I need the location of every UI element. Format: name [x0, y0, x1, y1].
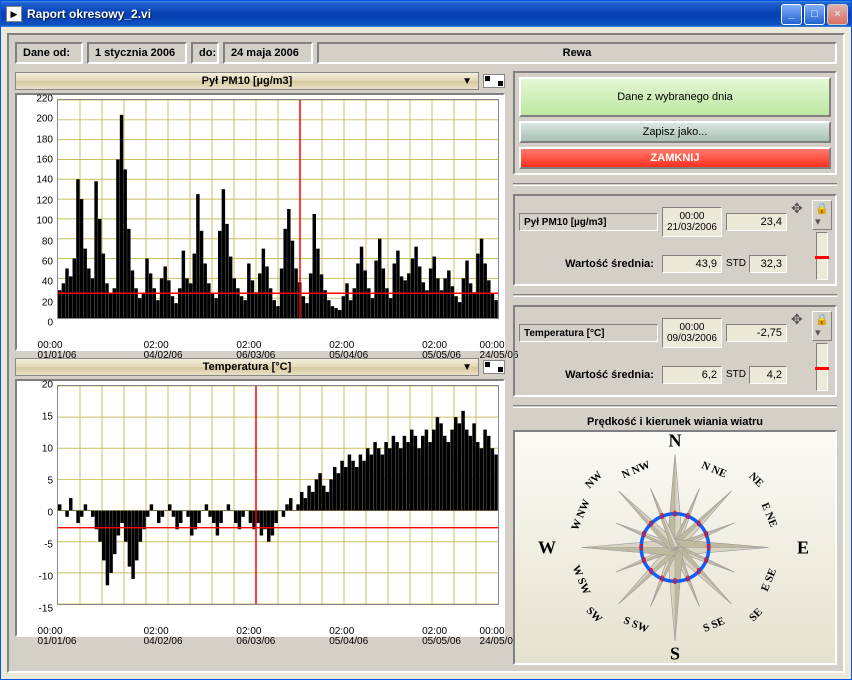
app-icon: ▶ — [6, 6, 22, 22]
svg-text:0: 0 — [704, 556, 709, 565]
svg-text:0: 0 — [673, 509, 678, 518]
svg-text:0: 0 — [697, 567, 702, 576]
to-value: 24 maja 2006 — [223, 42, 313, 64]
readout2-value: -2,75 — [726, 324, 787, 342]
chart1-palette-icon[interactable] — [483, 74, 505, 88]
to-label: do: — [191, 42, 219, 64]
button-group: Dane z wybranego dnia Zapisz jako... ZAM… — [513, 71, 837, 175]
avg-label: Wartość średnia: — [519, 369, 658, 381]
svg-text:0: 0 — [707, 543, 712, 552]
svg-text:0: 0 — [649, 567, 654, 576]
readout1-value: 23,4 — [726, 213, 787, 231]
location-field: Rewa — [317, 42, 837, 64]
readout2-name: Temperatura [°C] — [519, 324, 658, 342]
svg-text:0: 0 — [673, 577, 678, 586]
close-button[interactable]: × — [827, 4, 848, 25]
svg-text:0: 0 — [660, 574, 665, 583]
chart2-palette-icon[interactable] — [483, 360, 505, 374]
compass-title: Prędkość i kierunek wiania wiatru — [513, 416, 837, 428]
readout-temp: Temperatura [°C] 00:0009/03/2006 -2,75 ✥… — [513, 305, 837, 397]
compass-rose[interactable]: 0000000000000000NN NENEE NEEE SESES SESS… — [513, 430, 837, 665]
lock-icon[interactable]: 🔒▾ — [813, 311, 831, 391]
readout1-avg: 43,9 — [662, 255, 722, 273]
readout1-std: 32,3 — [749, 255, 787, 273]
readout1-name: Pył PM10 [µg/m3] — [519, 213, 658, 231]
from-value: 1 stycznia 2006 — [87, 42, 187, 64]
svg-text:0: 0 — [686, 512, 691, 521]
svg-text:0: 0 — [642, 556, 647, 565]
from-label: Dane od: — [15, 42, 83, 64]
svg-text:0: 0 — [697, 519, 702, 528]
compass-box: Prędkość i kierunek wiania wiatru 000000… — [513, 416, 837, 665]
chart2-title: Temperatura [°C] — [203, 361, 292, 373]
chart2-block: Temperatura [°C]▼ ◇◇ -15-10-505101520 00… — [15, 357, 505, 637]
chart2-frame[interactable]: ◇◇ -15-10-505101520 00:00 01/01/0602:00 … — [15, 379, 505, 637]
svg-text:0: 0 — [649, 519, 654, 528]
day-data-button[interactable]: Dane z wybranego dnia — [519, 77, 831, 117]
std-label: STD — [726, 369, 746, 380]
chart1-block: Pył PM10 [µg/m3]▼ ◇◇ 0204060801001201401… — [15, 71, 505, 351]
svg-text:0: 0 — [660, 512, 665, 521]
save-as-button[interactable]: Zapisz jako... — [519, 121, 831, 143]
readout-pm10: Pył PM10 [µg/m3] 00:0021/03/2006 23,4 ✥ … — [513, 194, 837, 286]
svg-text:0: 0 — [686, 574, 691, 583]
minimize-button[interactable]: _ — [781, 4, 802, 25]
readout1-datetime: 00:0021/03/2006 — [662, 207, 722, 237]
titlebar[interactable]: ▶ Raport okresowy_2.vi _ □ × — [1, 1, 851, 27]
svg-text:0: 0 — [639, 543, 644, 552]
svg-text:0: 0 — [642, 530, 647, 539]
move-cursor-icon[interactable]: ✥ — [791, 200, 809, 217]
readout2-std: 4,2 — [749, 366, 787, 384]
std-label: STD — [726, 258, 746, 269]
readout2-datetime: 00:0009/03/2006 — [662, 318, 722, 348]
avg-label: Wartość średnia: — [519, 258, 658, 270]
window: ▶ Raport okresowy_2.vi _ □ × Dane od: 1 … — [0, 0, 852, 680]
move-cursor-icon[interactable]: ✥ — [791, 311, 809, 328]
chart2-selector[interactable]: Temperatura [°C]▼ — [15, 358, 479, 376]
close-app-button[interactable]: ZAMKNIJ — [519, 147, 831, 169]
window-title: Raport okresowy_2.vi — [27, 7, 781, 21]
chart1-selector[interactable]: Pył PM10 [µg/m3]▼ — [15, 72, 479, 90]
chart1-title: Pył PM10 [µg/m3] — [202, 75, 293, 87]
svg-text:0: 0 — [704, 530, 709, 539]
main-panel: Dane od: 1 stycznia 2006 do: 24 maja 200… — [7, 33, 845, 673]
chart1-frame[interactable]: ◇◇ 020406080100120140160180200220 00:00 … — [15, 93, 505, 351]
maximize-button[interactable]: □ — [804, 4, 825, 25]
lock-icon[interactable]: 🔒▾ — [813, 200, 831, 280]
readout2-avg: 6,2 — [662, 366, 722, 384]
